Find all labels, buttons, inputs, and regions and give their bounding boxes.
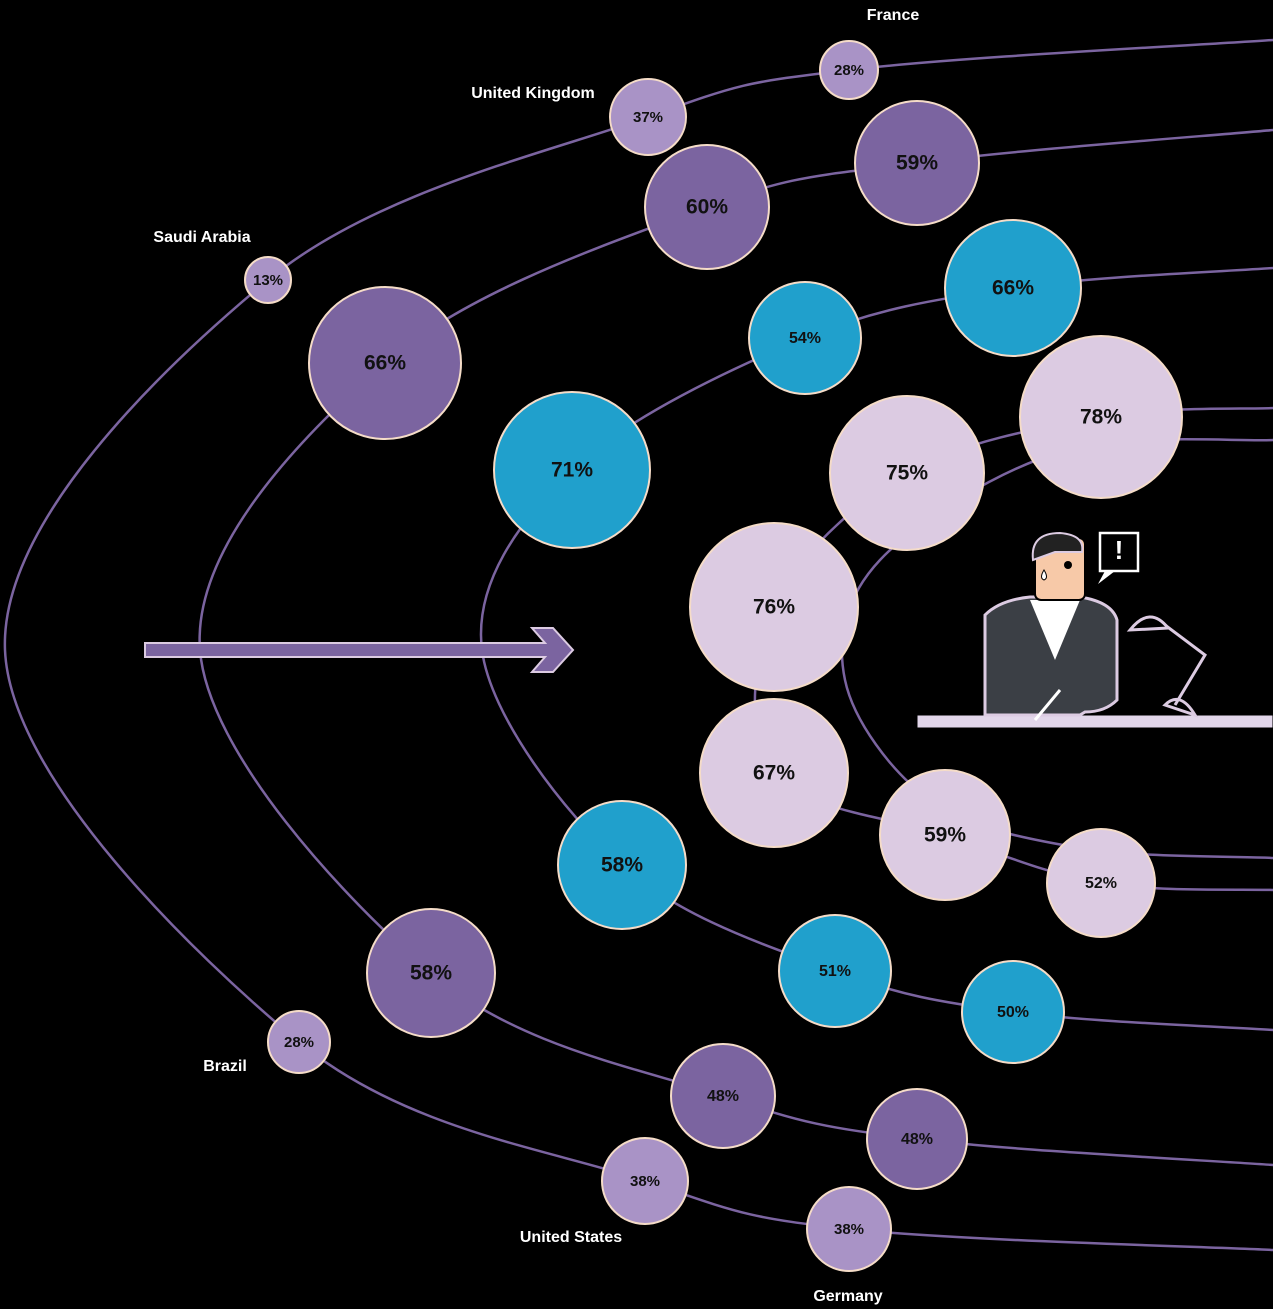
- bubble: [670, 1043, 776, 1149]
- bubble-label: 54%: [789, 330, 821, 347]
- bubble-label: 50%: [997, 1004, 1029, 1021]
- bubble: [644, 144, 770, 270]
- bubble: [854, 100, 980, 226]
- illustration: !: [916, 531, 1273, 729]
- bubble-label: 58%: [410, 962, 452, 985]
- bubble: [557, 800, 687, 930]
- bubble-label: 51%: [819, 963, 851, 980]
- bubble: [609, 78, 687, 156]
- bubble-label: 67%: [753, 762, 795, 785]
- country-label: Saudi Arabia: [153, 229, 250, 246]
- country-label: United Kingdom: [471, 85, 595, 102]
- bubble: [819, 40, 879, 100]
- svg-text:!: !: [1115, 535, 1124, 565]
- bubble-label: 13%: [253, 272, 283, 289]
- bubble-label: 66%: [364, 352, 406, 375]
- bubble-label: 75%: [886, 462, 928, 485]
- bubble: [493, 391, 651, 549]
- bubble-label: 52%: [1085, 875, 1117, 892]
- bubble-label: 48%: [901, 1131, 933, 1148]
- bubble-label: 28%: [834, 62, 864, 79]
- bubble-label: 28%: [284, 1034, 314, 1051]
- bubble-label: 66%: [992, 277, 1034, 300]
- bubble-label: 38%: [630, 1173, 660, 1190]
- bubble: [244, 256, 292, 304]
- bubble-label: 59%: [896, 152, 938, 175]
- bubble: [308, 286, 462, 440]
- bubble-label: 78%: [1080, 406, 1122, 429]
- bubble: [689, 522, 859, 692]
- country-label: Brazil: [203, 1058, 247, 1075]
- bubble: [267, 1010, 331, 1074]
- bubble: [601, 1137, 689, 1225]
- bubble: [366, 908, 496, 1038]
- bubble: [879, 769, 1011, 901]
- bubble-label: 71%: [551, 459, 593, 482]
- bubble: [1046, 828, 1156, 938]
- country-label: Germany: [813, 1288, 882, 1305]
- bubble-label: 38%: [834, 1221, 864, 1238]
- ring-curve: [3, 38, 1273, 1252]
- country-label: United States: [520, 1229, 622, 1246]
- bubble: [944, 219, 1082, 357]
- bubble: [748, 281, 862, 395]
- bubble-label: 59%: [924, 824, 966, 847]
- bubble-label: 37%: [633, 109, 663, 126]
- bubble-label: 60%: [686, 196, 728, 219]
- bubble: [1019, 335, 1183, 499]
- bubble: [829, 395, 985, 551]
- bubble-label: 58%: [601, 854, 643, 877]
- bubble: [699, 698, 849, 848]
- bubble-label: 76%: [753, 596, 795, 619]
- arrow: [144, 627, 575, 673]
- bubble: [866, 1088, 968, 1190]
- country-label: France: [867, 7, 920, 24]
- bubble: [778, 914, 892, 1028]
- bubble-label: 48%: [707, 1088, 739, 1105]
- bubble: [806, 1186, 892, 1272]
- bubble: [961, 960, 1065, 1064]
